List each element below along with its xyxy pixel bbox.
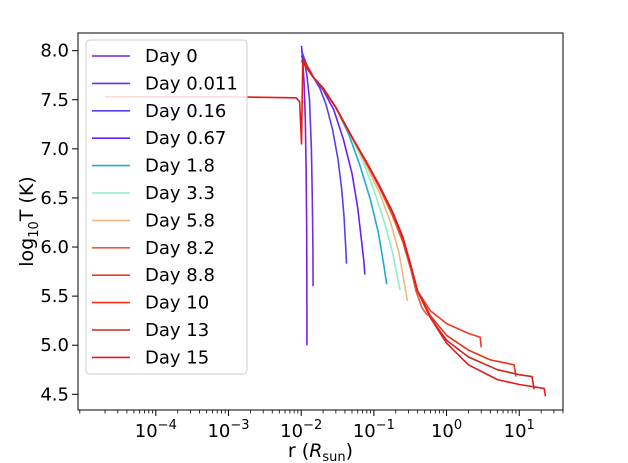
y-axis-label-post: T (K) [16, 176, 38, 222]
legend-label-10: Day 13 [145, 320, 209, 341]
y-tick-label-6: 7.5 [40, 90, 69, 111]
x-axis-label-sub: sun [322, 450, 345, 463]
legend-label-3: Day 0.67 [145, 128, 226, 149]
x-axis-label-symbol: R [309, 440, 322, 462]
x-tick-label-2: 10−2 [280, 418, 322, 442]
y-tick-label-5: 7.0 [40, 139, 69, 160]
y-axis-label: log10T (K) [16, 176, 42, 266]
x-tick-exp: 0 [454, 418, 462, 433]
legend-label-0: Day 0 [145, 46, 198, 67]
x-tick-exp: −4 [158, 418, 177, 433]
x-tick-base: 10 [504, 421, 527, 442]
x-axis-label-base: r ( [288, 440, 309, 462]
x-axis-label: r (Rsun) [288, 440, 353, 463]
x-tick-label-0: 10−4 [135, 418, 177, 442]
x-tick-label-3: 10−1 [353, 418, 395, 442]
x-tick-label-4: 100 [431, 418, 462, 442]
legend-label-1: Day 0.011 [145, 73, 238, 94]
y-axis-label-pre: log [16, 238, 38, 267]
x-tick-label-5: 101 [504, 418, 535, 442]
y-tick-label-7: 8.0 [40, 41, 69, 62]
legend-label-6: Day 5.8 [145, 210, 215, 231]
x-tick-exp: 1 [527, 418, 535, 433]
y-tick-label-3: 6.0 [40, 237, 69, 258]
legend-label-8: Day 8.8 [145, 265, 215, 286]
y-tick-label-2: 5.5 [40, 286, 69, 307]
x-tick-exp: −2 [303, 418, 322, 433]
legend-box [85, 39, 248, 375]
x-axis-label-close: ) [346, 440, 353, 462]
legend-label-9: Day 10 [145, 293, 209, 314]
series-line-11 [105, 59, 547, 397]
x-tick-base: 10 [135, 421, 158, 442]
legend-label-4: Day 1.8 [145, 156, 215, 177]
y-tick-label-0: 4.5 [40, 384, 69, 405]
y-axis-label-sub: 10 [27, 221, 42, 238]
legend-label-11: Day 15 [145, 347, 209, 368]
x-tick-exp: −3 [230, 418, 249, 433]
series-layer [105, 45, 547, 397]
legend: Day 0 Day 0.011 Day 0.16 Day 0.67 Day 1.8 Day… [85, 39, 248, 375]
y-axis: 4.5 5.0 5.5 6.0 6.5 7.0 7.5 8.0 [40, 41, 78, 405]
x-axis: 10−4 10−3 10−2 10−1 100 101 [79, 410, 564, 442]
plot-frame [77, 32, 564, 411]
legend-label-2: Day 0.16 [145, 101, 226, 122]
x-tick-base: 10 [353, 421, 376, 442]
y-tick-label-1: 5.0 [40, 335, 69, 356]
x-tick-base: 10 [280, 421, 303, 442]
x-tick-base: 10 [431, 421, 454, 442]
x-tick-label-1: 10−3 [207, 418, 249, 442]
legend-label-5: Day 3.3 [145, 183, 215, 204]
legend-label-7: Day 8.2 [145, 238, 215, 259]
x-tick-exp: −1 [376, 418, 395, 433]
x-tick-base: 10 [207, 421, 230, 442]
y-tick-label-4: 6.5 [40, 188, 69, 209]
